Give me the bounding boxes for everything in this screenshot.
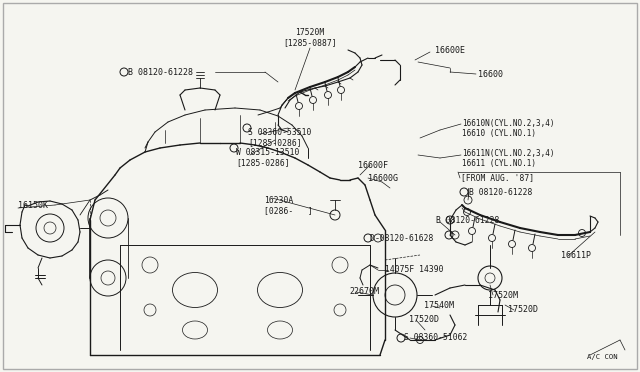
- Text: 14075F 14390: 14075F 14390: [385, 266, 444, 275]
- Text: 22670M: 22670M: [349, 288, 379, 296]
- Text: 16600: 16600: [478, 70, 503, 78]
- Text: 16611P: 16611P: [561, 250, 591, 260]
- Text: 16230A
[0286-   ]: 16230A [0286- ]: [264, 196, 313, 215]
- Text: W 08315-13510
[1285-0286]: W 08315-13510 [1285-0286]: [236, 148, 300, 167]
- Text: S 08360-53510
[1285-0286]: S 08360-53510 [1285-0286]: [248, 128, 312, 147]
- Text: 17520D: 17520D: [409, 315, 439, 324]
- Text: 17520D: 17520D: [508, 305, 538, 314]
- Text: 16611 (CYL.NO.1): 16611 (CYL.NO.1): [462, 158, 536, 167]
- Text: 16611N(CYL.NO.2,3,4): 16611N(CYL.NO.2,3,4): [462, 148, 554, 157]
- Text: 16610 (CYL.NO.1): 16610 (CYL.NO.1): [462, 128, 536, 138]
- Text: [FROM AUG. '87]: [FROM AUG. '87]: [461, 173, 534, 183]
- Text: S 08360-51062: S 08360-51062: [404, 334, 467, 343]
- Text: 17520M
[1285-0887]: 17520M [1285-0887]: [283, 28, 337, 47]
- Text: B 08120-61228: B 08120-61228: [436, 215, 499, 224]
- Text: 16610N(CYL.NO.2,3,4): 16610N(CYL.NO.2,3,4): [462, 119, 554, 128]
- Text: D 08120-61628: D 08120-61628: [370, 234, 433, 243]
- Text: 17520M: 17520M: [488, 291, 518, 299]
- Text: 16600F: 16600F: [358, 160, 388, 170]
- Text: B 08120-61228: B 08120-61228: [128, 67, 193, 77]
- Text: A/C CON: A/C CON: [587, 354, 618, 360]
- Text: B 08120-61228: B 08120-61228: [469, 187, 532, 196]
- Text: 16600E: 16600E: [435, 45, 465, 55]
- Text: 16150K: 16150K: [18, 201, 48, 209]
- Text: 16600G: 16600G: [368, 173, 398, 183]
- Text: 17540M: 17540M: [424, 301, 454, 311]
